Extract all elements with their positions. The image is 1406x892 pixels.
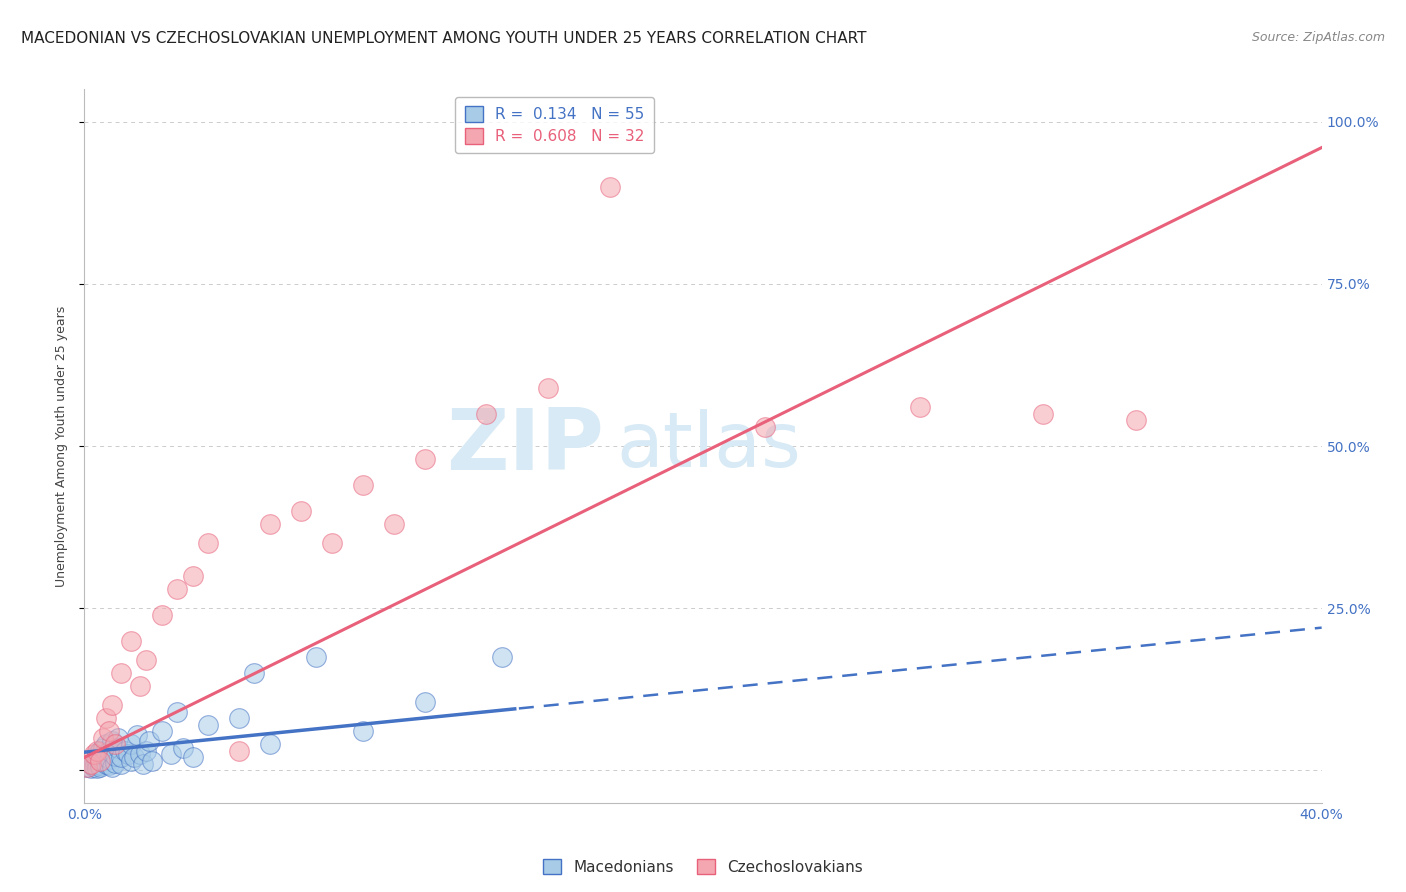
Point <box>83 760 105 774</box>
Point <box>181 568 204 582</box>
Point <box>83 758 105 772</box>
Point <box>120 738 142 752</box>
Point <box>321 536 343 550</box>
Point <box>132 756 155 771</box>
Point <box>117 747 139 761</box>
Point <box>89 754 111 768</box>
Text: Source: ZipAtlas.com: Source: ZipAtlas.com <box>1251 31 1385 45</box>
Point <box>122 750 145 764</box>
Point <box>94 750 117 764</box>
Point <box>135 653 157 667</box>
Y-axis label: Unemployment Among Youth under 25 years: Unemployment Among Youth under 25 years <box>55 305 69 587</box>
Point <box>98 724 121 739</box>
Point <box>1032 407 1054 421</box>
Point <box>104 756 127 770</box>
Point <box>114 744 136 758</box>
Point <box>101 734 124 748</box>
Point <box>129 679 152 693</box>
Point <box>120 754 142 768</box>
Text: ZIP: ZIP <box>446 404 605 488</box>
Point <box>86 747 108 761</box>
Point <box>491 649 513 664</box>
Point <box>228 744 250 758</box>
Point <box>94 738 117 752</box>
Point <box>135 744 157 758</box>
Point <box>290 504 312 518</box>
Point <box>83 747 105 761</box>
Point <box>141 754 163 768</box>
Point <box>537 381 560 395</box>
Point <box>91 740 114 755</box>
Point <box>197 536 219 550</box>
Point <box>352 724 374 739</box>
Point <box>98 752 121 766</box>
Point <box>754 419 776 434</box>
Point <box>76 760 98 774</box>
Point <box>166 705 188 719</box>
Point <box>83 754 105 768</box>
Point <box>413 452 436 467</box>
Point <box>89 760 111 774</box>
Point <box>352 478 374 492</box>
Point <box>91 731 114 745</box>
Point <box>98 758 121 772</box>
Point <box>599 179 621 194</box>
Point <box>101 760 124 774</box>
Point <box>89 744 111 758</box>
Point <box>107 731 129 745</box>
Point <box>382 516 405 531</box>
Point <box>104 749 127 764</box>
Text: MACEDONIAN VS CZECHOSLOVAKIAN UNEMPLOYMENT AMONG YOUTH UNDER 25 YEARS CORRELATIO: MACEDONIAN VS CZECHOSLOVAKIAN UNEMPLOYME… <box>21 31 866 46</box>
Point <box>98 744 121 758</box>
Point <box>101 698 124 713</box>
Point <box>125 728 148 742</box>
Point <box>86 761 108 775</box>
Point <box>91 747 114 761</box>
Point <box>243 666 266 681</box>
Point <box>89 758 111 772</box>
Point <box>138 734 160 748</box>
Point <box>197 718 219 732</box>
Point <box>166 582 188 596</box>
Point <box>91 754 114 768</box>
Point <box>94 756 117 771</box>
Point <box>104 738 127 752</box>
Point <box>413 695 436 709</box>
Legend: Macedonians, Czechoslovakians: Macedonians, Czechoslovakians <box>537 853 869 880</box>
Point <box>79 756 101 771</box>
Point <box>259 516 281 531</box>
Point <box>172 740 194 755</box>
Point <box>94 711 117 725</box>
Point <box>110 666 132 681</box>
Point <box>259 738 281 752</box>
Point <box>228 711 250 725</box>
Point <box>1125 413 1147 427</box>
Point <box>908 400 931 414</box>
Point <box>86 744 108 758</box>
Point <box>79 761 101 775</box>
Point <box>86 750 108 764</box>
Point <box>150 607 173 622</box>
Point <box>110 750 132 764</box>
Point <box>150 724 173 739</box>
Point <box>76 760 98 774</box>
Point <box>89 752 111 766</box>
Point <box>181 750 204 764</box>
Point <box>475 407 498 421</box>
Point <box>107 740 129 755</box>
Point <box>305 649 328 664</box>
Point <box>79 756 101 771</box>
Point <box>129 747 152 761</box>
Point <box>86 756 108 770</box>
Point <box>110 756 132 771</box>
Point <box>160 747 183 761</box>
Point <box>120 633 142 648</box>
Text: atlas: atlas <box>616 409 801 483</box>
